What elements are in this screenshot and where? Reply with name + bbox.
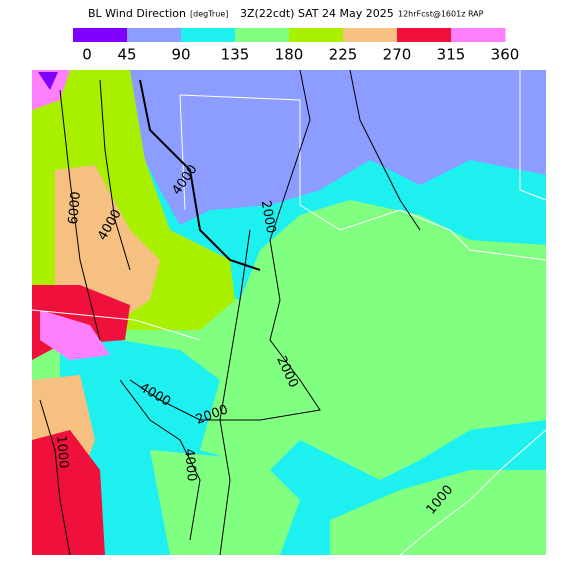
colorbar-segment [73,28,128,42]
units: [degTrue] [190,10,228,19]
region [120,70,546,225]
region [38,72,58,90]
colorbar-label: 225 [329,46,358,64]
colorbar-segment [289,28,344,42]
model: 12hrFcst@1601z RAP [398,10,484,19]
contour-label: 2000 [258,199,279,234]
colorbar-segment [235,28,290,42]
colorbar-label: 45 [117,46,136,64]
map [31,69,547,556]
colorbar-segment [451,28,506,42]
colorbar-label: 360 [491,46,520,64]
region [40,310,110,360]
colorbar: 0 45 90 135 180 225 270 315 360 [73,28,519,64]
colorbar-segment [127,28,182,42]
colorbar-label: 180 [275,46,304,64]
colorbar-segment [343,28,398,42]
region [32,70,70,110]
borders [31,70,547,556]
colorbar-label: 90 [171,46,190,64]
colorbar-label: 135 [221,46,250,64]
contours [39,69,421,556]
contour-label: 4000 [181,448,199,482]
colorbar-segment [397,28,452,42]
title: BL Wind Direction [88,7,186,20]
region [55,165,160,320]
colorbar-label: 0 [82,46,92,64]
contour-label: 6000 [66,191,84,225]
contour-label: 1000 [53,435,71,469]
colorbar-label: 315 [437,46,466,64]
valid-time: 3Z(22cdt) SAT 24 May 2025 [240,7,394,20]
region [150,450,300,555]
colorbar-label: 270 [383,46,412,64]
region [330,470,546,555]
region [32,430,105,555]
colorbar-segment [181,28,236,42]
